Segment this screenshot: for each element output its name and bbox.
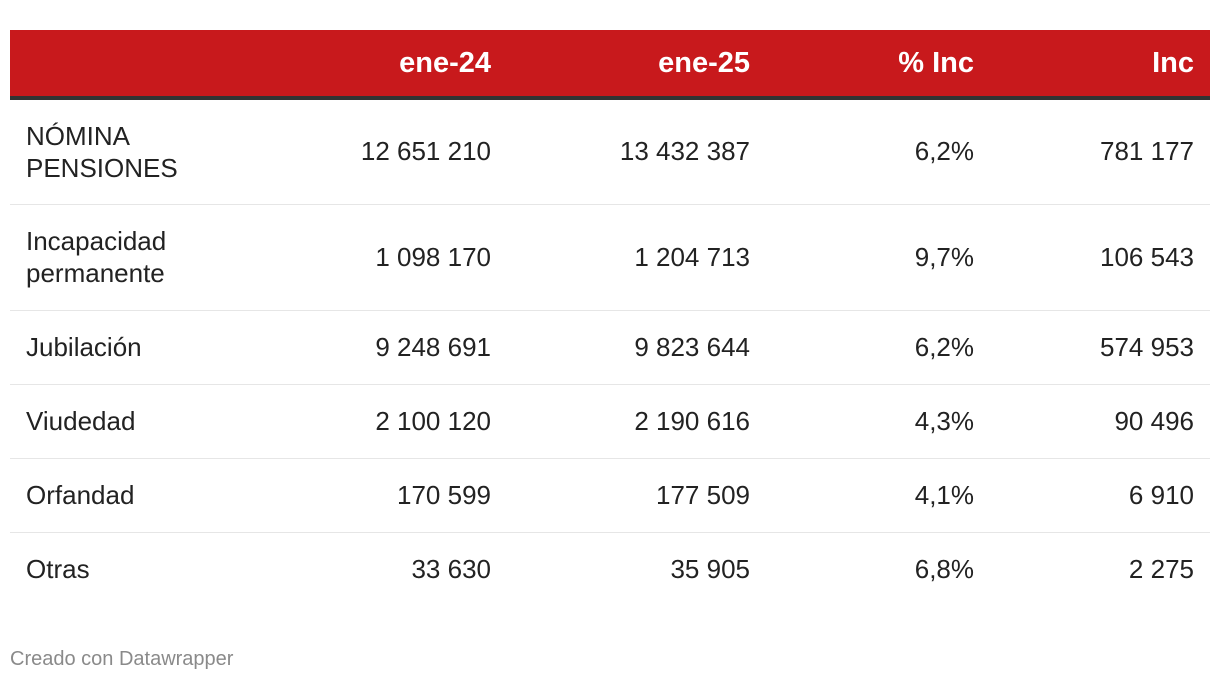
cell-inc: 781 177	[990, 98, 1210, 205]
cell-ene-24: 9 248 691	[280, 310, 507, 385]
row-label: Viudedad	[10, 384, 280, 459]
cell-pct-inc: 6,2%	[766, 310, 990, 385]
table-row: Incapacidad permanente 1 098 170 1 204 7…	[10, 204, 1210, 311]
row-label: Orfandad	[10, 458, 280, 533]
cell-ene-24: 2 100 120	[280, 384, 507, 459]
cell-ene-24: 1 098 170	[280, 204, 507, 311]
row-label: Incapacidad permanente	[10, 204, 280, 311]
cell-pct-inc: 9,7%	[766, 204, 990, 311]
column-header-inc: Inc	[990, 30, 1210, 100]
row-label: Otras	[26, 554, 90, 585]
cell-ene-25: 9 823 644	[507, 310, 766, 385]
cell-inc: 2 275	[1128, 553, 1194, 584]
row-label: Jubilación	[10, 310, 280, 385]
datawrapper-credit[interactable]: Creado con Datawrapper	[10, 648, 234, 670]
cell-ene-25: 2 190 616	[507, 384, 766, 459]
column-header-label	[10, 30, 280, 100]
cell-ene-25: 1 204 713	[507, 204, 766, 311]
cell-inc: 90 496	[990, 384, 1210, 459]
cell-inc: 6 910	[990, 458, 1210, 533]
cell-pct-inc: 4,1%	[766, 458, 990, 533]
column-header-pct-inc: % Inc	[766, 30, 990, 100]
cell-ene-24: 12 651 210	[280, 98, 507, 205]
row-label: NÓMINA PENSIONES	[10, 98, 280, 205]
data-table: ene-24 ene-25 % Inc Inc NÓMINA PENSIONES…	[10, 30, 1210, 606]
cell-ene-25: 35 905	[670, 553, 750, 584]
table-header-row: ene-24 ene-25 % Inc Inc	[10, 30, 1210, 100]
cell-ene-25: 177 509	[507, 458, 766, 533]
cell-pct-inc: 6,2%	[766, 98, 990, 205]
data-table-container: ene-24 ene-25 % Inc Inc NÓMINA PENSIONES…	[10, 30, 1210, 606]
table-row: Viudedad 2 100 120 2 190 616 4,3% 90 496	[10, 384, 1210, 459]
column-header-ene-24: ene-24	[280, 30, 507, 100]
table-row: NÓMINA PENSIONES 12 651 210 13 432 387 6…	[10, 98, 1210, 205]
cell-ene-24: 33 630	[411, 553, 491, 584]
table-row: Jubilación 9 248 691 9 823 644 6,2% 574 …	[10, 310, 1210, 385]
cell-pct-inc: 6,8%	[914, 553, 974, 584]
cell-inc: 574 953	[990, 310, 1210, 385]
table-row: Orfandad 170 599 177 509 4,1% 6 910	[10, 458, 1210, 533]
cell-pct-inc: 4,3%	[766, 384, 990, 459]
table-row: Otras 33 630 35 905 6,8% 2 275	[10, 532, 1210, 606]
cell-inc: 106 543	[990, 204, 1210, 311]
cell-ene-25: 13 432 387	[507, 98, 766, 205]
column-header-ene-25: ene-25	[507, 30, 766, 100]
cell-ene-24: 170 599	[280, 458, 507, 533]
